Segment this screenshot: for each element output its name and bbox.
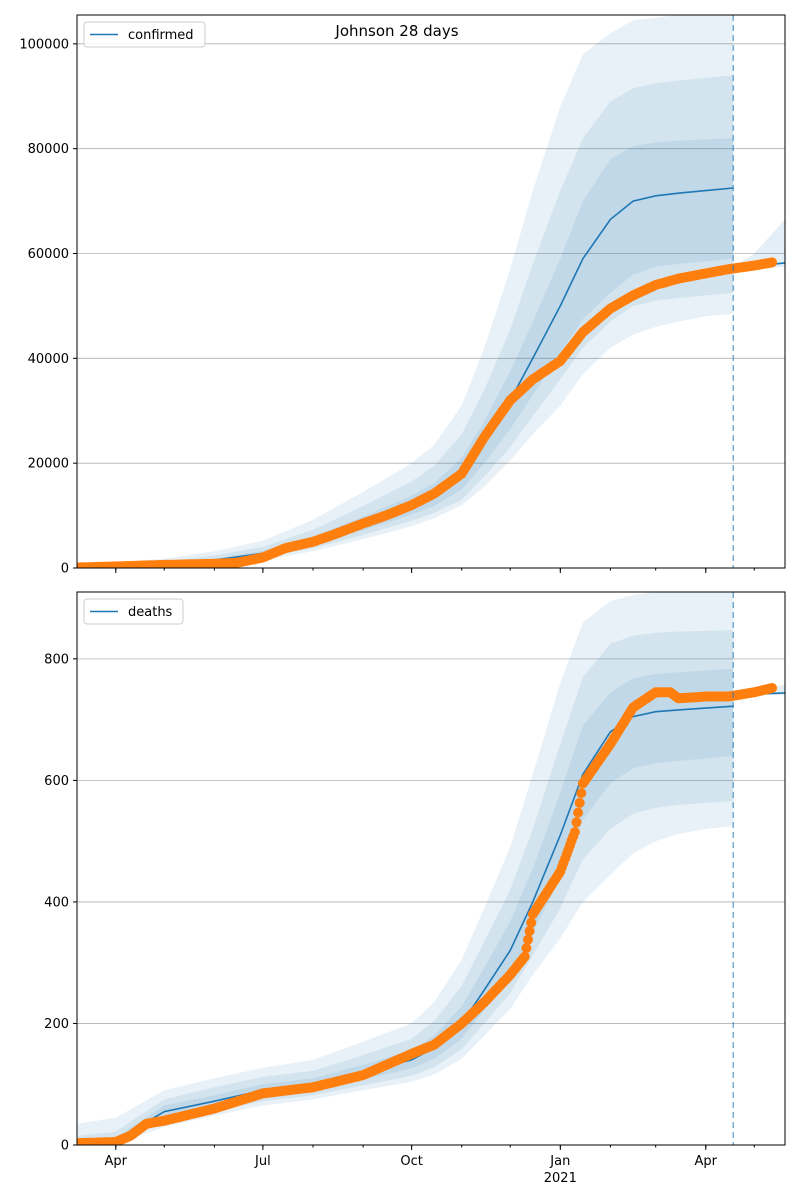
observed-point bbox=[767, 257, 778, 268]
legend-label: deaths bbox=[128, 605, 173, 620]
y-tick-label: 20000 bbox=[28, 457, 69, 472]
y-tick-label: 80000 bbox=[28, 142, 69, 157]
band-50 bbox=[77, 138, 734, 568]
y-tick-label: 200 bbox=[44, 1017, 69, 1032]
axes-frame bbox=[76, 14, 786, 569]
x-tick-label: Apr bbox=[105, 1154, 128, 1169]
band-80 bbox=[77, 75, 734, 568]
axes-frame bbox=[76, 591, 786, 1146]
observed-point bbox=[569, 827, 580, 837]
legend: confirmed bbox=[83, 21, 206, 48]
plot-area bbox=[77, 15, 785, 568]
y-tick-label: 60000 bbox=[28, 247, 69, 262]
band-50 bbox=[77, 668, 734, 1144]
y-tick-label: 40000 bbox=[28, 352, 69, 367]
legend-box bbox=[83, 21, 206, 48]
observed-point bbox=[526, 917, 537, 928]
observed-point bbox=[573, 807, 584, 818]
legend: deaths bbox=[83, 598, 184, 625]
observed-point bbox=[523, 934, 533, 945]
x-tick-label: Jul bbox=[254, 1154, 271, 1169]
deaths-panel: 0 200 400 600 800 Apr Jul Oct Jan Apr 2021 deaths bbox=[44, 591, 786, 1186]
observed-point bbox=[524, 926, 535, 937]
x-tick-label: Jan bbox=[549, 1154, 570, 1169]
x-tick-label: Oct bbox=[400, 1154, 422, 1169]
x-year-label: 2021 bbox=[544, 1171, 577, 1186]
observed-point bbox=[571, 817, 582, 828]
y-tick-label: 0 bbox=[61, 562, 69, 577]
legend-box bbox=[83, 598, 184, 625]
plot-area bbox=[77, 592, 785, 1145]
y-tick-label: 400 bbox=[44, 895, 69, 910]
model-median-line bbox=[77, 705, 734, 1144]
observed-point bbox=[519, 951, 530, 962]
y-tick-label: 100000 bbox=[19, 37, 69, 52]
observed-point bbox=[521, 943, 532, 954]
x-tick-label: Apr bbox=[695, 1154, 718, 1169]
observed-point bbox=[767, 683, 778, 693]
y-tick-label: 800 bbox=[44, 652, 69, 667]
y-tick-label: 600 bbox=[44, 774, 69, 789]
band-80 bbox=[77, 630, 734, 1145]
band-95 bbox=[77, 592, 734, 1145]
y-tick-label: 0 bbox=[61, 1139, 69, 1154]
observed-point bbox=[574, 797, 585, 808]
figure-title: Johnson 28 days bbox=[334, 22, 458, 40]
observed-point bbox=[576, 788, 587, 799]
confirmed-panel: 0 20000 40000 60000 80000 100000 confirmed bbox=[19, 14, 786, 577]
legend-label: confirmed bbox=[128, 28, 194, 43]
band-95 bbox=[77, 15, 734, 568]
